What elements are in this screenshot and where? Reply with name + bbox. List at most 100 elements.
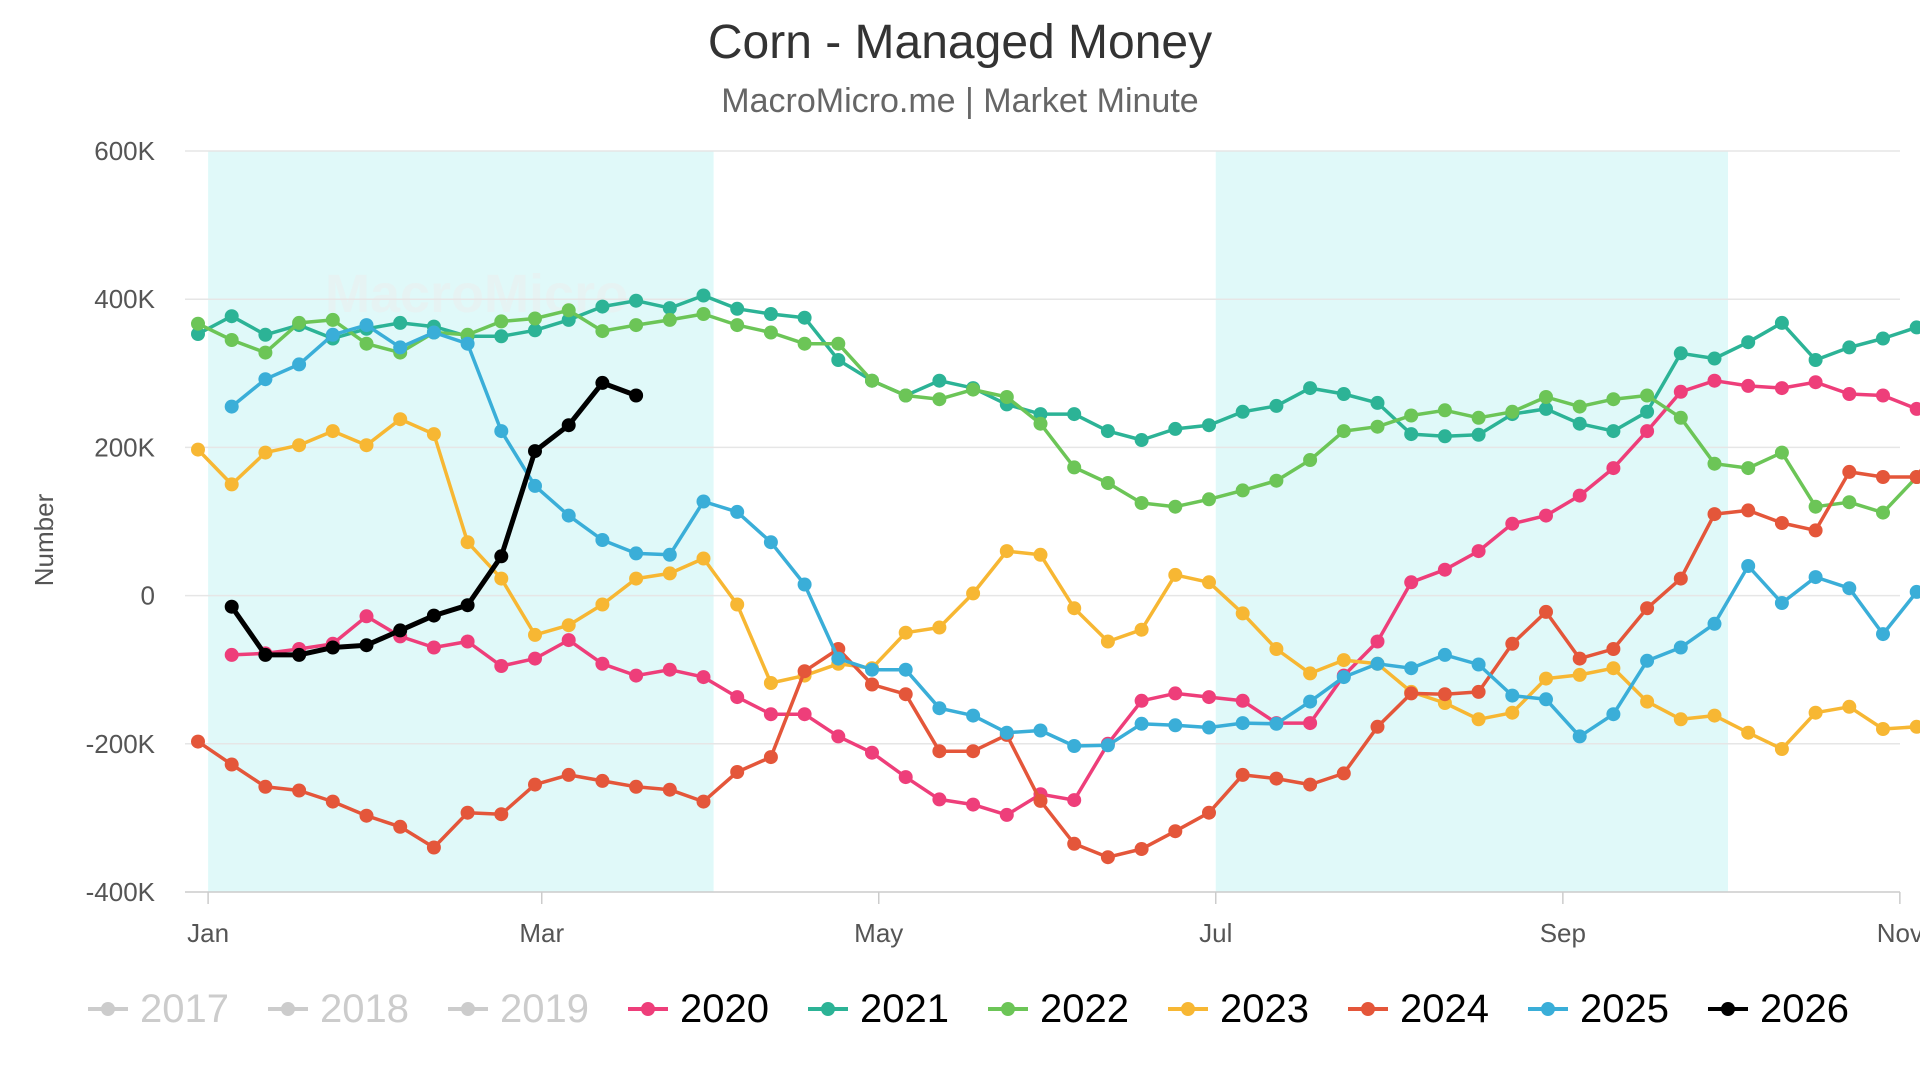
data-point-2020[interactable] bbox=[528, 651, 542, 666]
data-point-2021[interactable] bbox=[494, 329, 509, 344]
data-point-2024[interactable] bbox=[1269, 771, 1284, 786]
data-point-2023[interactable] bbox=[460, 535, 475, 550]
data-point-2025[interactable] bbox=[1741, 559, 1756, 573]
data-point-2022[interactable] bbox=[999, 390, 1014, 404]
data-point-2024[interactable] bbox=[359, 808, 374, 823]
data-point-2025[interactable] bbox=[325, 327, 340, 342]
data-point-2021[interactable] bbox=[1134, 433, 1149, 447]
data-point-2024[interactable] bbox=[1370, 719, 1385, 734]
data-point-2025[interactable] bbox=[1404, 661, 1419, 676]
data-point-2021[interactable] bbox=[595, 299, 610, 314]
data-point-2024[interactable] bbox=[696, 794, 711, 809]
data-point-2020[interactable] bbox=[932, 792, 947, 807]
data-point-2022[interactable] bbox=[1370, 419, 1385, 434]
data-point-2023[interactable] bbox=[763, 676, 778, 690]
data-point-2021[interactable] bbox=[1774, 315, 1789, 330]
data-point-2024[interactable] bbox=[1235, 767, 1250, 782]
data-point-2025[interactable] bbox=[1033, 723, 1048, 738]
data-point-2022[interactable] bbox=[1673, 410, 1688, 425]
data-point-2021[interactable] bbox=[1370, 395, 1385, 410]
data-point-2025[interactable] bbox=[1808, 570, 1823, 585]
data-point-2022[interactable] bbox=[1235, 483, 1250, 498]
data-point-2024[interactable] bbox=[1842, 464, 1857, 479]
data-point-2026[interactable] bbox=[325, 640, 340, 655]
data-point-2024[interactable] bbox=[460, 805, 475, 820]
legend-item-2022[interactable]: 2022 bbox=[988, 987, 1129, 1031]
data-point-2020[interactable] bbox=[460, 634, 475, 649]
data-point-2024[interactable] bbox=[1909, 470, 1920, 484]
data-point-2024[interactable] bbox=[763, 750, 778, 765]
data-point-2021[interactable] bbox=[393, 315, 408, 330]
data-point-2023[interactable] bbox=[1673, 712, 1688, 727]
data-point-2022[interactable] bbox=[1774, 445, 1789, 460]
data-point-2025[interactable] bbox=[629, 546, 644, 561]
data-point-2022[interactable] bbox=[1808, 499, 1823, 514]
data-point-2021[interactable] bbox=[696, 288, 711, 303]
data-point-2022[interactable] bbox=[797, 336, 812, 351]
data-point-2025[interactable] bbox=[1134, 716, 1149, 731]
data-point-2023[interactable] bbox=[1572, 667, 1587, 682]
data-point-2020[interactable] bbox=[359, 609, 374, 624]
data-point-2023[interactable] bbox=[898, 625, 913, 640]
data-point-2024[interactable] bbox=[1471, 684, 1486, 699]
data-point-2020[interactable] bbox=[494, 659, 509, 673]
data-point-2026[interactable] bbox=[528, 444, 542, 459]
data-point-2021[interactable] bbox=[1303, 381, 1318, 396]
data-point-2020[interactable] bbox=[1842, 387, 1857, 401]
data-point-2020[interactable] bbox=[696, 670, 711, 685]
data-point-2025[interactable] bbox=[494, 424, 509, 439]
data-point-2025[interactable] bbox=[1370, 656, 1385, 671]
data-point-2024[interactable] bbox=[292, 783, 307, 798]
data-point-2023[interactable] bbox=[999, 544, 1014, 559]
data-point-2024[interactable] bbox=[1100, 850, 1115, 865]
legend-item-2026[interactable]: 2026 bbox=[1708, 987, 1849, 1031]
data-point-2022[interactable] bbox=[1033, 416, 1048, 431]
data-point-2022[interactable] bbox=[1269, 473, 1284, 488]
data-point-2025[interactable] bbox=[1067, 739, 1082, 753]
data-point-2024[interactable] bbox=[1774, 516, 1789, 530]
data-point-2026[interactable] bbox=[629, 388, 644, 403]
data-point-2025[interactable] bbox=[426, 325, 441, 340]
data-point-2020[interactable] bbox=[1707, 373, 1722, 388]
data-point-2020[interactable] bbox=[1370, 634, 1385, 649]
data-point-2024[interactable] bbox=[1437, 687, 1452, 702]
legend-item-2023[interactable]: 2023 bbox=[1168, 987, 1309, 1031]
data-point-2024[interactable] bbox=[629, 779, 644, 794]
data-point-2021[interactable] bbox=[224, 309, 239, 324]
data-point-2022[interactable] bbox=[1303, 453, 1318, 467]
data-point-2020[interactable] bbox=[1404, 575, 1419, 590]
data-point-2020[interactable] bbox=[1235, 693, 1250, 708]
data-point-2021[interactable] bbox=[797, 310, 812, 325]
data-point-2020[interactable] bbox=[898, 770, 913, 785]
data-point-2020[interactable] bbox=[629, 668, 644, 683]
data-point-2021[interactable] bbox=[831, 353, 846, 367]
data-point-2025[interactable] bbox=[1572, 729, 1587, 744]
data-point-2021[interactable] bbox=[1808, 353, 1823, 367]
data-point-2025[interactable] bbox=[1100, 738, 1115, 753]
data-point-2026[interactable] bbox=[460, 598, 475, 613]
data-point-2024[interactable] bbox=[1707, 507, 1722, 522]
data-point-2026[interactable] bbox=[224, 599, 239, 614]
data-point-2024[interactable] bbox=[1876, 470, 1890, 484]
data-point-2021[interactable] bbox=[1235, 404, 1250, 419]
data-point-2021[interactable] bbox=[662, 301, 677, 316]
data-point-2024[interactable] bbox=[1640, 601, 1655, 616]
data-point-2021[interactable] bbox=[1437, 429, 1452, 444]
legend-item-2019[interactable]: 2019 bbox=[448, 987, 589, 1031]
data-point-2025[interactable] bbox=[1640, 653, 1655, 668]
data-point-2024[interactable] bbox=[191, 734, 205, 749]
data-point-2020[interactable] bbox=[1303, 716, 1318, 731]
data-point-2025[interactable] bbox=[1437, 647, 1452, 662]
data-point-2022[interactable] bbox=[629, 318, 644, 333]
data-point-2025[interactable] bbox=[1909, 584, 1920, 599]
data-point-2022[interactable] bbox=[561, 303, 576, 318]
data-point-2023[interactable] bbox=[325, 424, 340, 439]
data-point-2021[interactable] bbox=[763, 307, 778, 321]
data-point-2021[interactable] bbox=[1336, 387, 1351, 401]
data-point-2020[interactable] bbox=[831, 729, 846, 744]
data-point-2022[interactable] bbox=[1741, 461, 1756, 476]
data-point-2025[interactable] bbox=[898, 662, 913, 677]
data-point-2024[interactable] bbox=[561, 767, 576, 782]
data-point-2023[interactable] bbox=[1741, 725, 1756, 740]
data-point-2025[interactable] bbox=[1235, 716, 1250, 731]
